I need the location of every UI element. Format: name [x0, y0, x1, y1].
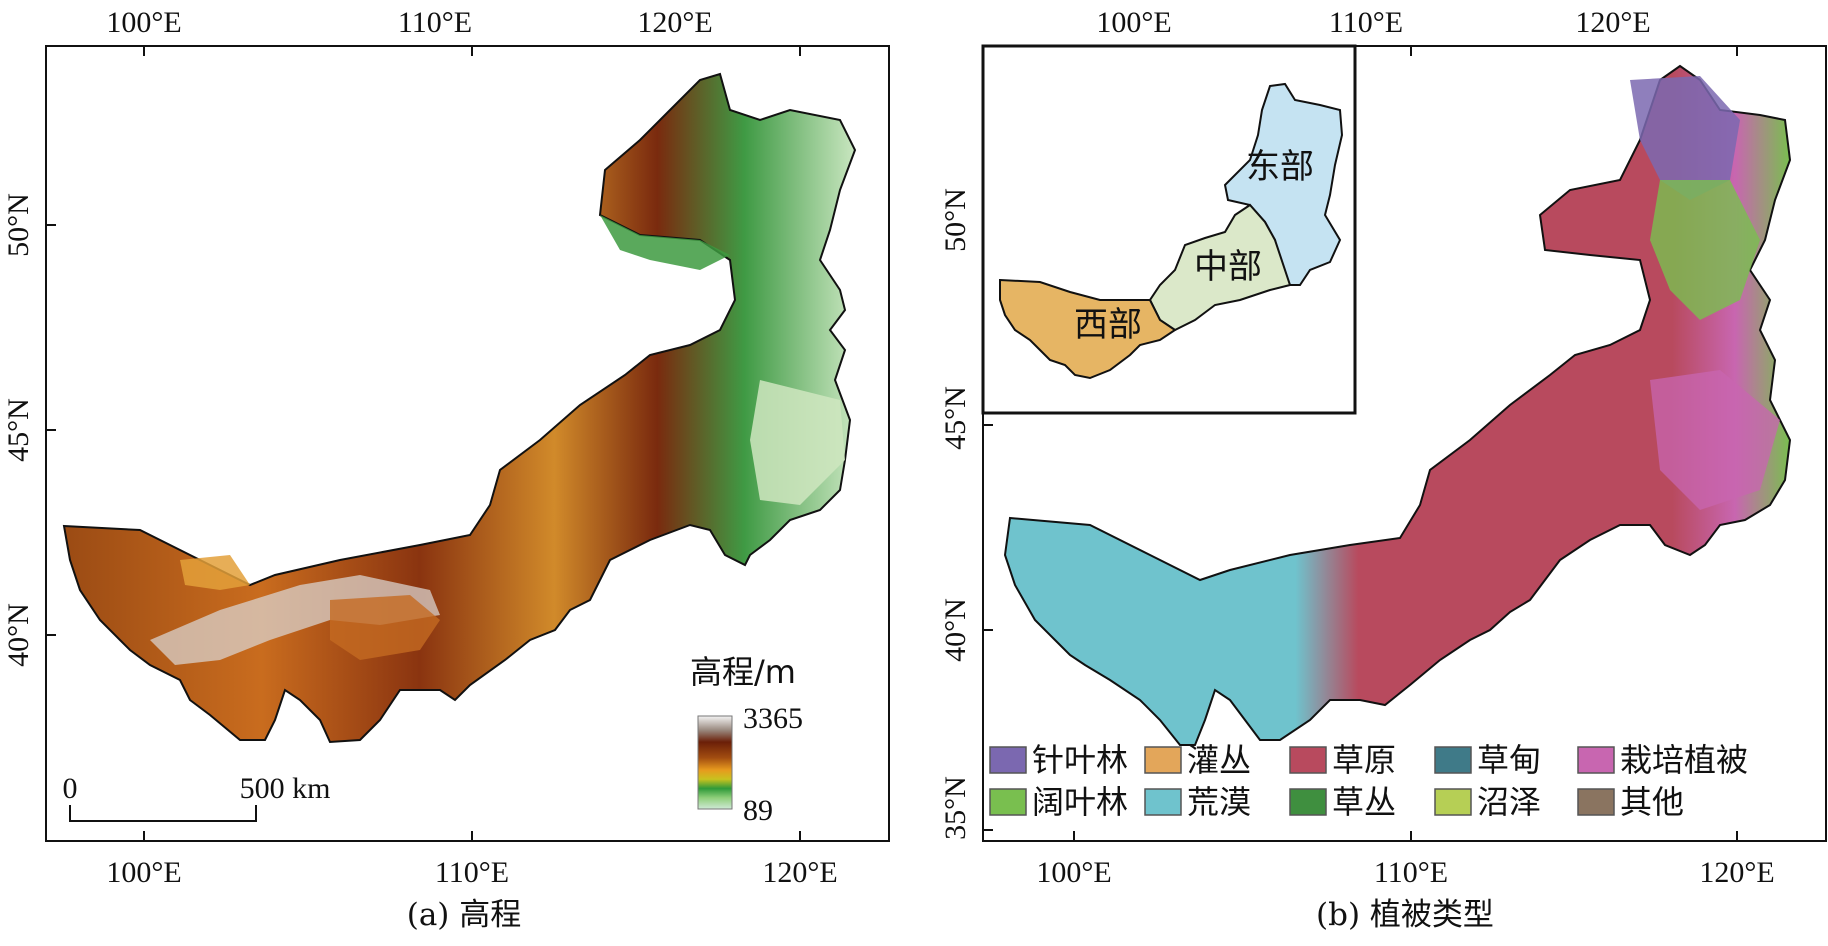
region-east-shape — [1223, 82, 1344, 286]
legend-swatch — [1577, 746, 1615, 774]
broadleaf-area — [1650, 180, 1760, 320]
panel-a-frame — [45, 45, 890, 842]
conifer-area — [1630, 76, 1740, 200]
panel-a-top-tick: 110°E — [398, 6, 472, 39]
panel-b-top-tick: 120°E — [1575, 6, 1650, 39]
panel-a-caption: (a) 高程 — [407, 897, 522, 933]
panel-a-left-tick: 45°N — [2, 398, 35, 462]
scalebar-end-label: 500 km — [240, 772, 331, 805]
panel-a-bottom-tick: 100°E — [106, 856, 181, 889]
legend-label: 草甸 — [1477, 741, 1541, 779]
panel-b-top-tick: 100°E — [1096, 6, 1171, 39]
legend-label: 栽培植被 — [1620, 741, 1748, 779]
colorbar-ramp — [697, 715, 733, 810]
panel-b-bottom-tick: 110°E — [1374, 856, 1448, 889]
plateau-area — [180, 555, 250, 590]
inset-region-label: 东部 — [1246, 147, 1314, 187]
inset-region-label: 中部 — [1194, 247, 1262, 287]
forest-area — [600, 215, 730, 270]
inset-region-label: 西部 — [1074, 305, 1142, 345]
legend-swatch — [1289, 788, 1327, 816]
legend-swatch — [1434, 788, 1472, 816]
lowland-area — [750, 380, 845, 505]
vegetation-map-region — [1003, 64, 1792, 746]
panel-a-top-tick: 100°E — [106, 6, 181, 39]
panel-b-left-tick: 35°N — [939, 776, 972, 840]
panel-a-bottom-tick: 110°E — [435, 856, 509, 889]
legend-swatch — [989, 788, 1027, 816]
panel-b-frame — [982, 45, 1827, 842]
panel-a-left-tick: 50°N — [2, 193, 35, 257]
legend-swatch — [1577, 788, 1615, 816]
scalebar: 0 500 km — [63, 772, 331, 822]
region-west-shape — [999, 278, 1177, 380]
scalebar-start-label: 0 — [63, 772, 78, 805]
colorbar-max-label: 3365 — [743, 702, 803, 735]
legend-label: 沼泽 — [1477, 783, 1541, 821]
legend-label: 灌丛 — [1187, 741, 1251, 779]
panel-b-bottom-tick: 120°E — [1699, 856, 1774, 889]
legend-label: 荒漠 — [1187, 783, 1251, 821]
panel-b-left-tick: 50°N — [939, 188, 972, 252]
legend-label: 其他 — [1620, 783, 1684, 821]
panel-b-top-tick: 110°E — [1329, 6, 1403, 39]
elevation-colorbar: 高程/m 3365 89 — [690, 653, 803, 827]
legend-swatch — [989, 746, 1027, 774]
panel-a-left-tick: 40°N — [2, 603, 35, 667]
cultivated-area — [1650, 370, 1780, 510]
legend-swatch — [1289, 746, 1327, 774]
legend-swatch — [1144, 788, 1182, 816]
colorbar-title: 高程/m — [690, 653, 796, 691]
panel-a-bottom-tick: 120°E — [762, 856, 837, 889]
elevation-map-region — [62, 72, 857, 744]
legend-swatch — [1434, 746, 1472, 774]
legend-label: 针叶林 — [1032, 741, 1128, 779]
legend-label: 阔叶林 — [1032, 783, 1128, 821]
panel-b-left-tick: 40°N — [939, 598, 972, 662]
legend-label: 草丛 — [1332, 783, 1396, 821]
panel-b-bottom-tick: 100°E — [1036, 856, 1111, 889]
panel-a-top-tick: 120°E — [637, 6, 712, 39]
panel-b-caption: (b) 植被类型 — [1316, 897, 1494, 933]
basin-area — [330, 595, 440, 660]
panel-a: 100°E 110°E 120°E 100°E 110°E 120°E 50°N… — [2, 6, 890, 933]
panel-b: 100°E 110°E 120°E 100°E 110°E 120°E 50°N… — [939, 6, 1827, 933]
colorbar-min-label: 89 — [743, 794, 773, 827]
panel-b-left-tick: 45°N — [939, 386, 972, 450]
high-elevation-area — [150, 575, 440, 665]
legend-label: 草原 — [1332, 741, 1396, 779]
legend-swatch — [1144, 746, 1182, 774]
inset-map: 东部 中部 西部 — [981, 44, 1357, 415]
